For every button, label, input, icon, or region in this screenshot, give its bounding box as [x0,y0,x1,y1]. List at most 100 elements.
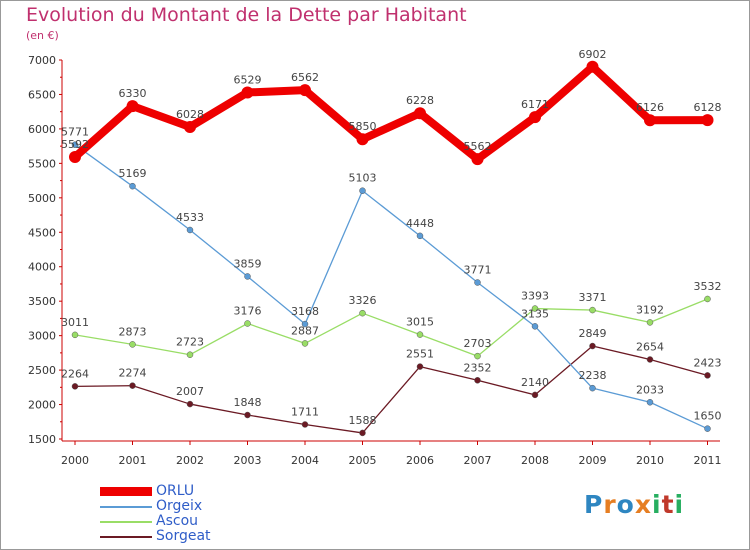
x-tick-label: 2008 [521,454,549,467]
data-point-sorgeat [244,411,251,419]
legend-swatch-orlu [100,487,152,496]
series-line-sorgeat [74,345,709,434]
data-label-orgeix: 5103 [349,172,377,185]
data-point-orlu [299,84,311,97]
data-point-sorgeat [129,382,136,389]
legend-swatch-ascou [100,520,152,523]
data-label-sorgeat: 2352 [464,361,492,374]
legend-item-sorgeat: Sorgeat [100,529,211,544]
chart-title: Evolution du Montant de la Dette par Hab… [26,4,467,26]
data-label-orlu: 6171 [521,98,549,111]
data-point-sorgeat [646,356,654,363]
data-point-orgeix [359,187,366,194]
data-label-orlu: 6902 [579,48,607,61]
data-label-sorgeat: 1588 [349,414,377,427]
data-point-orlu [701,114,714,127]
data-point-orlu [356,133,369,146]
x-tick-label: 2005 [349,454,377,467]
data-label-orlu: 5592 [61,138,89,151]
data-point-ascou [244,320,251,327]
data-label-orlu: 5850 [349,120,377,133]
data-point-ascou [416,331,424,338]
logo-letter: P [584,490,604,519]
y-tick-label: 4000 [28,261,56,274]
logo-letter: i [652,490,662,519]
x-tick-label: 2011 [694,454,722,467]
data-point-orlu [126,100,139,113]
x-tick-label: 2009 [579,454,607,467]
data-label-sorgeat: 1711 [291,405,319,418]
y-tick-label: 2500 [28,364,56,377]
data-label-orgeix: 4533 [176,211,204,224]
data-point-orgeix [301,320,309,328]
y-tick-label: 6500 [28,88,56,101]
data-label-ascou: 2873 [119,325,147,338]
data-point-sorgeat [301,421,309,428]
logo-letter: i [674,490,685,519]
legend-item-ascou: Ascou [100,514,211,529]
data-point-ascou [359,309,366,317]
data-point-sorgeat [359,429,366,437]
series-points [69,60,714,437]
data-label-orgeix: 4448 [406,217,434,230]
data-label-ascou: 3371 [579,291,607,304]
data-label-sorgeat: 2551 [406,348,434,361]
data-point-ascou [704,295,711,303]
data-point-orgeix [244,273,251,280]
x-tick-label: 2002 [176,454,204,467]
logo-letter: o [616,490,635,519]
data-point-sorgeat [531,391,539,399]
data-point-ascou [301,340,309,347]
y-tick-label: 5500 [28,157,56,170]
data-point-ascou [71,331,79,339]
data-point-ascou [474,352,481,360]
data-label-orlu: 6126 [636,101,664,114]
x-tick-label: 2004 [291,454,319,467]
data-point-orgeix [416,232,424,240]
data-label-sorgeat: 2264 [61,367,89,380]
data-label-orgeix: 3859 [234,257,262,270]
legend-item-orlu: ORLU [100,484,211,499]
legend-swatch-orgeix [100,505,152,508]
y-tick-label: 5000 [28,192,56,205]
x-tick-label: 2000 [61,454,89,467]
data-point-orgeix [186,226,194,234]
data-point-orgeix [71,141,79,148]
data-point-orlu [241,86,254,99]
y-tick-label: 3000 [28,330,56,343]
data-point-orgeix [646,399,654,406]
data-point-orlu [644,114,656,127]
data-label-orgeix: 5169 [119,167,147,180]
logo-letter: t [661,490,675,519]
data-point-sorgeat [474,377,481,384]
data-label-ascou: 3192 [636,303,664,316]
data-label-orgeix: 1650 [694,410,722,423]
legend-swatch-sorgeat [100,535,152,538]
data-point-orlu [529,111,541,124]
data-point-ascou [589,306,596,314]
series-line-orgeix [74,144,709,430]
data-label-orgeix: 3168 [291,305,319,318]
data-label-ascou: 2887 [291,324,319,337]
data-label-ascou: 3532 [694,280,722,293]
data-point-orgeix [531,323,539,330]
data-point-sorgeat [71,383,79,390]
data-label-orgeix: 5771 [61,126,89,139]
data-label-sorgeat: 1848 [234,396,262,409]
data-label-sorgeat: 2849 [579,327,607,340]
data-label-sorgeat: 2274 [119,367,147,380]
data-point-orgeix [474,279,481,286]
data-point-orlu [471,153,484,166]
series-line-ascou [74,298,709,357]
data-label-orgeix: 2238 [579,369,607,382]
data-point-ascou [186,351,194,358]
data-point-sorgeat [589,342,596,350]
data-label-sorgeat: 2140 [521,376,549,389]
data-point-sorgeat [704,372,711,379]
axes: 1500 2000 2500 3000 3500 4000 4500 5000 5500 6000… [28,54,722,467]
legend-label-orgeix: Orgeix [156,498,203,514]
x-tick-label: 2007 [464,454,492,467]
data-label-orgeix: 3135 [521,307,549,320]
legend-label-orlu: ORLU [156,483,195,499]
